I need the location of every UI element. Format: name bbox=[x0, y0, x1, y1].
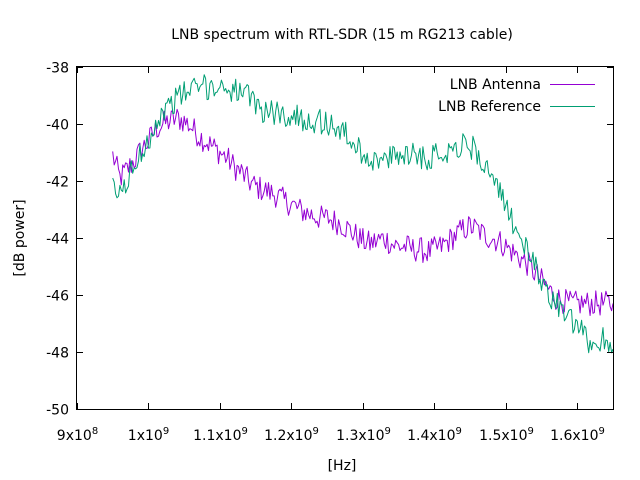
x-tick-exponent: 9 bbox=[385, 426, 391, 437]
x-tick-exponent: 9 bbox=[456, 426, 462, 437]
series-line-2 bbox=[112, 74, 614, 354]
x-tick-label: 1.1x109 bbox=[193, 426, 248, 444]
legend: LNB Antenna LNB Reference bbox=[438, 77, 595, 115]
plot-frame bbox=[76, 66, 614, 410]
x-tick-mantissa: 1.3x10 bbox=[336, 428, 384, 444]
x-tick-mantissa: 1.6x10 bbox=[550, 428, 598, 444]
x-tick-label: 1x109 bbox=[128, 426, 169, 444]
x-tick-exponent: 9 bbox=[313, 426, 319, 437]
x-tick-label: 1.4x109 bbox=[407, 426, 462, 444]
legend-label-2: LNB Reference bbox=[438, 99, 541, 115]
y-tick-label: -42 bbox=[46, 175, 69, 191]
y-tick-label: -48 bbox=[46, 346, 69, 362]
x-tick-exponent: 9 bbox=[242, 426, 248, 437]
series-line-1 bbox=[112, 108, 614, 316]
x-tick-exponent: 9 bbox=[163, 426, 169, 437]
series-layer bbox=[112, 74, 614, 354]
y-tick-label: -50 bbox=[46, 403, 69, 419]
x-tick-mantissa: 1.2x10 bbox=[264, 428, 312, 444]
x-tick-label: 9x108 bbox=[57, 426, 98, 444]
x-axis-label: [Hz] bbox=[328, 458, 357, 474]
x-tick-mantissa: 1x10 bbox=[128, 428, 163, 444]
x-tick-label: 1.3x109 bbox=[336, 426, 391, 444]
x-tick-mantissa: 1.4x10 bbox=[407, 428, 455, 444]
y-tick-label: -40 bbox=[46, 118, 69, 134]
x-tick-label: 1.6x109 bbox=[550, 426, 605, 444]
x-tick-mantissa: 1.5x10 bbox=[479, 428, 527, 444]
y-axis-label: [dB power] bbox=[12, 199, 28, 276]
x-tick-exponent: 9 bbox=[599, 426, 605, 437]
x-tick-mantissa: 1.1x10 bbox=[193, 428, 241, 444]
y-tick-label: -46 bbox=[46, 289, 69, 305]
x-tick-mantissa: 9x10 bbox=[57, 428, 92, 444]
x-tick-label: 1.5x109 bbox=[479, 426, 534, 444]
x-tick-exponent: 8 bbox=[92, 426, 98, 437]
y-tick-label: -44 bbox=[46, 232, 69, 248]
x-tick-label: 1.2x109 bbox=[264, 426, 319, 444]
x-tick-exponent: 9 bbox=[528, 426, 534, 437]
chart-title: LNB spectrum with RTL-SDR (15 m RG213 ca… bbox=[171, 27, 513, 43]
legend-label-1: LNB Antenna bbox=[450, 77, 541, 93]
y-tick-label: -38 bbox=[46, 61, 69, 77]
